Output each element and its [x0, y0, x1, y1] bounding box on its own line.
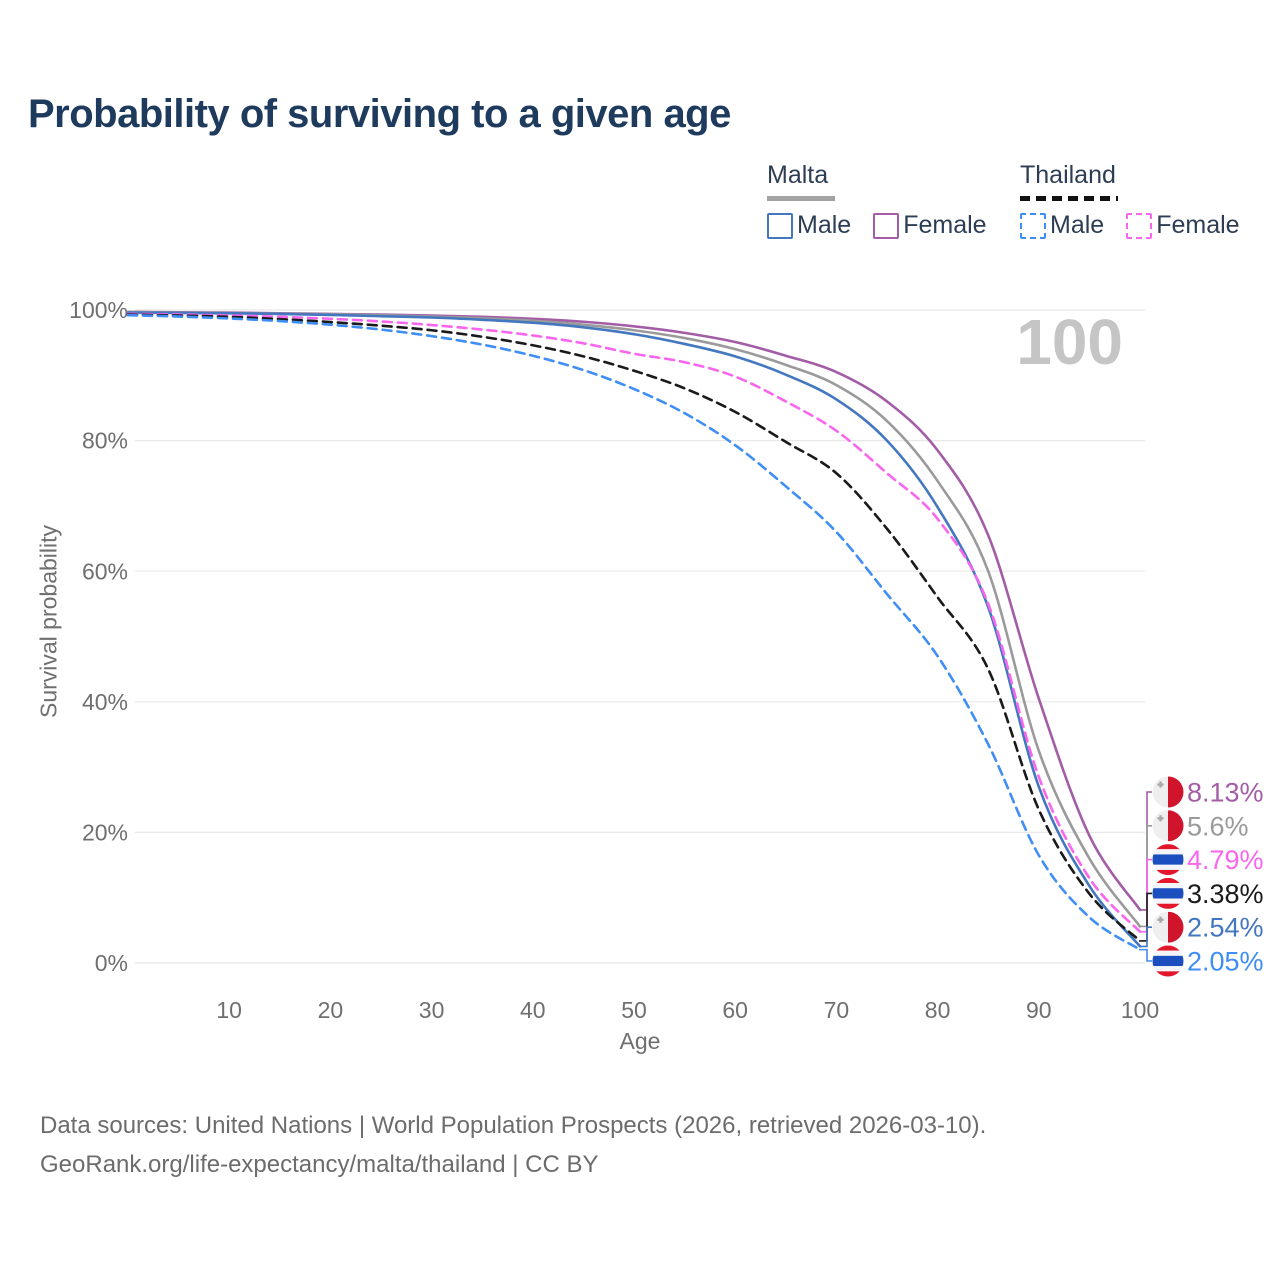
- x-tick-label-100: 100: [1121, 997, 1159, 1023]
- x-tick-label-90: 90: [1026, 997, 1052, 1023]
- series-line-thailand[interactable]: [126, 313, 1142, 943]
- y-tick-label-40: 40%: [82, 689, 128, 715]
- malta-flag-icon: [1152, 810, 1184, 842]
- legend-checkbox-malta-female[interactable]: [873, 212, 900, 239]
- series-line-malta[interactable]: [126, 310, 1142, 928]
- end-value-label-malta-male: 2.54%: [1187, 913, 1264, 943]
- legend-item-thailand-female[interactable]: Female: [1126, 211, 1240, 240]
- x-tick-label-10: 10: [216, 997, 242, 1023]
- age-watermark: 100: [1016, 306, 1123, 378]
- legend-swatch-malta: [767, 196, 835, 201]
- source-line-1: Data sources: United Nations | World Pop…: [40, 1112, 987, 1139]
- end-label-connector-thailand: [1139, 892, 1152, 942]
- end-value-label-malta-female: 8.13%: [1187, 777, 1264, 807]
- source-block: Data sources: United Nations | World Pop…: [40, 1106, 986, 1184]
- x-axis-title: Age: [619, 1028, 661, 1054]
- thailand-flag-icon: [1152, 844, 1184, 876]
- series-line-malta-male[interactable]: [126, 311, 1142, 948]
- end-value-label-thailand: 3.38%: [1187, 879, 1264, 909]
- end-label-connector-thailand-female: [1139, 858, 1152, 933]
- y-tick-label-60: 60%: [82, 558, 128, 584]
- x-tick-label-40: 40: [520, 997, 546, 1023]
- x-tick-label-80: 80: [925, 997, 951, 1023]
- end-value-label-thailand-male: 2.05%: [1187, 946, 1264, 976]
- end-value-label-thailand-female: 4.79%: [1187, 845, 1264, 875]
- legend-label-malta-male[interactable]: Male: [797, 211, 852, 239]
- legend-label-thailand-female[interactable]: Female: [1156, 211, 1240, 239]
- malta-flag-icon: [1152, 776, 1184, 808]
- thailand-flag-icon: [1152, 945, 1184, 977]
- y-tick-label-0: 0%: [95, 950, 128, 976]
- x-tick-label-50: 50: [621, 997, 647, 1023]
- legend-title-thailand: Thailand: [1020, 161, 1116, 189]
- y-tick-label-80: 80%: [82, 428, 128, 454]
- legend-checkbox-thailand-male[interactable]: [1020, 212, 1046, 239]
- x-tick-label-60: 60: [722, 997, 748, 1023]
- end-value-label-malta: 5.6%: [1187, 811, 1249, 841]
- series-line-thailand-female[interactable]: [126, 312, 1142, 934]
- x-tick-label-70: 70: [824, 997, 850, 1023]
- end-label-connector-malta-female: [1139, 791, 1152, 911]
- legend-group-thailand: Thailand Male Female: [1020, 161, 1240, 240]
- series-line-thailand-male[interactable]: [126, 313, 1142, 951]
- malta-flag-icon: [1152, 911, 1184, 943]
- legend-label-thailand-male[interactable]: Male: [1050, 211, 1105, 239]
- y-axis-title: Survival probability: [35, 524, 62, 719]
- legend-label-malta-female[interactable]: Female: [903, 211, 987, 239]
- legend-checkbox-malta-male[interactable]: [767, 212, 793, 239]
- legend-title-malta: Malta: [767, 161, 829, 189]
- page-title: Probability of surviving to a given age: [28, 92, 731, 136]
- end-label-connector-malta-male: [1139, 926, 1152, 948]
- legend-group-malta: Malta Male Female: [767, 161, 987, 240]
- x-tick-label-20: 20: [318, 997, 344, 1023]
- legend-checkbox-thailand-female[interactable]: [1126, 212, 1153, 239]
- thailand-flag-icon: [1152, 877, 1184, 909]
- legend-swatch-thailand: [1020, 196, 1118, 201]
- y-tick-label-20: 20%: [82, 819, 128, 845]
- x-tick-label-30: 30: [419, 997, 445, 1023]
- legend-item-malta-male[interactable]: Male: [767, 211, 851, 240]
- y-tick-label-100: 100%: [69, 297, 128, 323]
- legend-item-malta-female[interactable]: Female: [873, 211, 987, 240]
- end-label-connector-malta: [1139, 825, 1152, 928]
- source-line-2: GeoRank.org/life-expectancy/malta/thaila…: [40, 1151, 599, 1178]
- end-label-connector-thailand-male: [1139, 948, 1152, 962]
- legend-item-thailand-male[interactable]: Male: [1020, 211, 1104, 240]
